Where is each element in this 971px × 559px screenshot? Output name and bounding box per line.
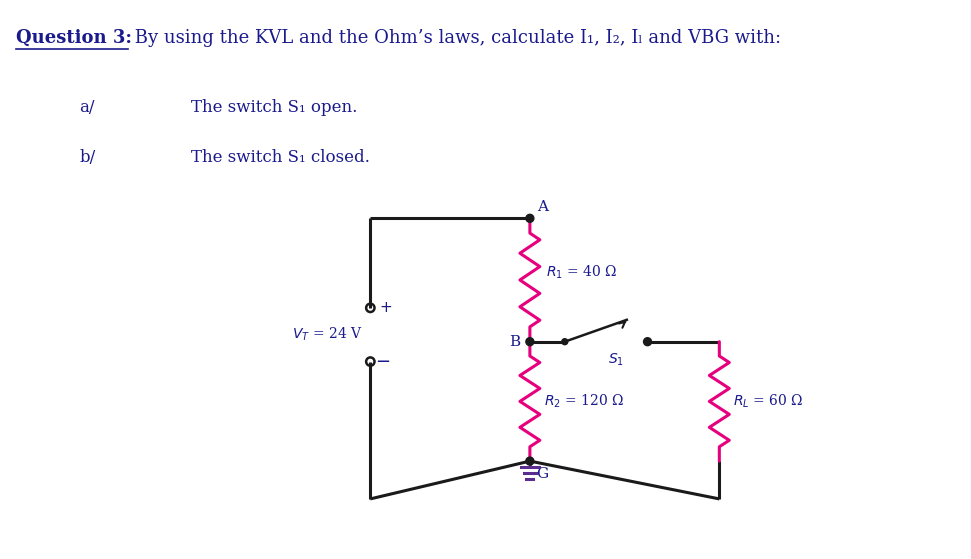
Text: G: G [536,467,548,481]
Text: −: − [376,353,390,371]
Text: $R_L$ = 60 Ω: $R_L$ = 60 Ω [733,392,804,410]
Circle shape [526,214,534,222]
Text: +: + [380,300,392,315]
Text: a/: a/ [80,99,94,116]
Text: $V_T$ = 24 V: $V_T$ = 24 V [292,326,362,343]
Text: By using the KVL and the Ohm’s laws, calculate I₁, I₂, Iₗ and VBG with:: By using the KVL and the Ohm’s laws, cal… [129,29,781,48]
Circle shape [562,339,568,345]
Text: $R_1$ = 40 Ω: $R_1$ = 40 Ω [546,263,618,281]
Circle shape [526,457,534,465]
Text: A: A [537,200,548,214]
Text: The switch S₁ closed.: The switch S₁ closed. [191,149,370,165]
Text: $S_1$: $S_1$ [608,352,624,368]
Circle shape [644,338,652,345]
Text: The switch S₁ open.: The switch S₁ open. [191,99,357,116]
Text: Question 3:: Question 3: [17,29,132,48]
Text: B: B [509,335,519,349]
Text: $R_2$ = 120 Ω: $R_2$ = 120 Ω [544,392,624,410]
Circle shape [526,338,534,345]
Text: b/: b/ [80,149,95,165]
